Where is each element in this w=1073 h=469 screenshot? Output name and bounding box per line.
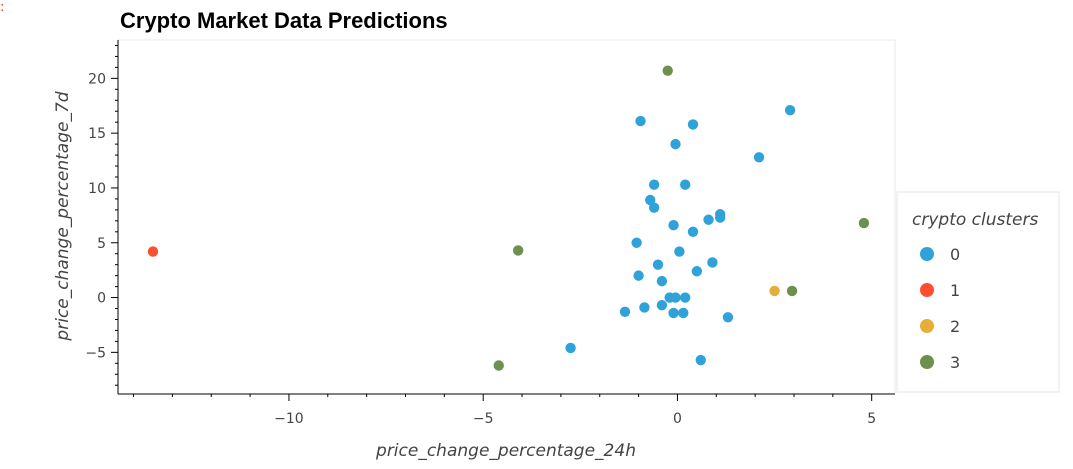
data-point-cluster-0[interactable] bbox=[633, 270, 644, 281]
legend-marker[interactable] bbox=[920, 283, 934, 297]
x-axis-label: price_change_percentage_24h bbox=[375, 441, 636, 461]
data-point-cluster-3[interactable] bbox=[662, 65, 673, 76]
y-tick-label: 5 bbox=[97, 236, 106, 252]
legend: crypto clusters 0 1 2 3 bbox=[896, 191, 1060, 393]
legend-label[interactable]: 1 bbox=[950, 281, 960, 300]
data-point-cluster-0[interactable] bbox=[668, 220, 679, 231]
data-point-cluster-0[interactable] bbox=[703, 214, 714, 225]
data-point-cluster-3[interactable] bbox=[786, 285, 798, 297]
y-tick-label: 15 bbox=[88, 126, 106, 142]
data-point-cluster-0[interactable] bbox=[678, 307, 689, 319]
data-point-cluster-0[interactable] bbox=[648, 202, 660, 213]
data-points bbox=[147, 65, 870, 371]
chart-title: Crypto Market Data Predictions bbox=[120, 8, 448, 33]
x-tick-label: −5 bbox=[473, 411, 494, 427]
y-tick-label: −5 bbox=[85, 345, 106, 361]
data-point-cluster-3[interactable] bbox=[512, 245, 524, 256]
data-point-cluster-2[interactable] bbox=[769, 285, 780, 297]
legend-marker[interactable] bbox=[920, 247, 934, 261]
data-point-cluster-0[interactable] bbox=[652, 259, 664, 270]
data-point-cluster-0[interactable] bbox=[565, 342, 576, 354]
data-point-cluster-0[interactable] bbox=[639, 302, 650, 313]
y-axis: −5 0 5 10 15 20 bbox=[85, 40, 119, 394]
data-point-cluster-0[interactable] bbox=[631, 237, 642, 248]
data-point-cluster-0[interactable] bbox=[670, 292, 681, 303]
data-point-cluster-0[interactable] bbox=[753, 152, 765, 163]
legend-label[interactable]: 0 bbox=[950, 245, 960, 264]
x-tick-label: 0 bbox=[673, 411, 682, 427]
y-tick-label: 0 bbox=[97, 291, 106, 307]
data-point-cluster-0[interactable] bbox=[680, 292, 691, 303]
x-tick-label: 5 bbox=[867, 411, 876, 427]
data-point-cluster-1[interactable] bbox=[147, 246, 159, 257]
data-point-cluster-0[interactable] bbox=[687, 119, 699, 130]
data-point-cluster-0[interactable] bbox=[784, 104, 796, 116]
data-point-cluster-0[interactable] bbox=[645, 194, 656, 206]
data-point-cluster-0[interactable] bbox=[656, 275, 668, 287]
data-point-cluster-0[interactable] bbox=[687, 226, 699, 237]
x-axis: −10 −5 0 5 bbox=[118, 393, 895, 427]
legend-label[interactable]: 2 bbox=[950, 317, 960, 336]
data-point-cluster-0[interactable] bbox=[668, 307, 679, 319]
x-tick-label: −10 bbox=[274, 411, 304, 427]
data-point-cluster-0[interactable] bbox=[707, 257, 718, 268]
data-point-cluster-0[interactable] bbox=[714, 212, 726, 223]
data-point-cluster-0[interactable] bbox=[695, 354, 706, 366]
data-point-cluster-0[interactable] bbox=[619, 306, 631, 318]
data-point-cluster-0[interactable] bbox=[648, 179, 660, 190]
data-point-cluster-3[interactable] bbox=[493, 360, 504, 371]
data-point-cluster-0[interactable] bbox=[635, 115, 646, 127]
legend-marker[interactable] bbox=[920, 355, 934, 369]
legend-title: crypto clusters bbox=[912, 210, 1038, 230]
y-tick-label: 20 bbox=[88, 71, 106, 87]
legend-label[interactable]: 3 bbox=[950, 353, 960, 372]
data-point-cluster-0[interactable] bbox=[670, 138, 681, 150]
data-point-cluster-0[interactable] bbox=[722, 312, 734, 323]
plot-area[interactable] bbox=[117, 39, 896, 395]
data-point-cluster-0[interactable] bbox=[691, 266, 703, 277]
data-point-cluster-0[interactable] bbox=[656, 300, 668, 311]
data-point-cluster-0[interactable] bbox=[674, 246, 685, 257]
y-axis-label: price_change_percentage_7d bbox=[53, 91, 73, 341]
y-tick-label: 10 bbox=[88, 181, 106, 197]
data-point-cluster-0[interactable] bbox=[680, 179, 691, 190]
cell-marker: : bbox=[0, 0, 5, 15]
legend-marker[interactable] bbox=[920, 319, 934, 333]
data-point-cluster-3[interactable] bbox=[858, 217, 870, 229]
